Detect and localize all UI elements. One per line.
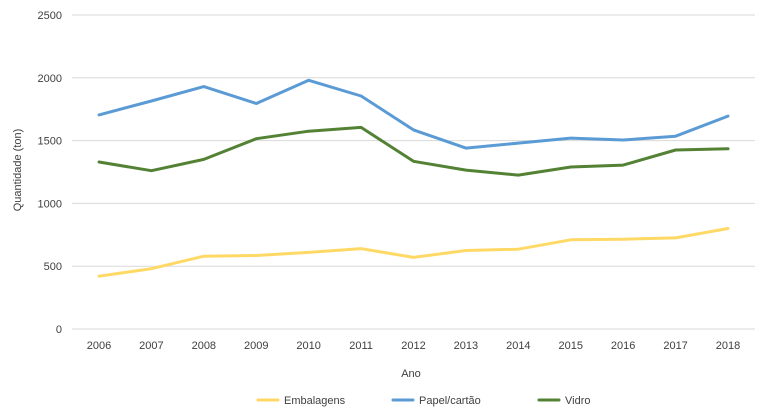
y-tick-label: 500 [44,261,62,273]
x-tick-label: 2015 [559,340,583,352]
x-tick-label: 2014 [506,340,530,352]
gridlines [72,14,755,330]
x-tick-label: 2007 [139,340,163,352]
x-tick-label: 2008 [192,340,216,352]
x-tick-label: 2010 [296,340,320,352]
legend-item: Embalagens [256,395,346,407]
series-line-embalagens [97,227,730,278]
legend-label: Vidro [565,395,590,407]
y-tick-label: 1000 [38,198,62,210]
y-tick-label: 0 [56,324,62,336]
legend-label: Papel/cartão [419,395,481,407]
y-tick-label: 1500 [38,136,62,148]
x-tick-label: 2009 [244,340,268,352]
y-axis-title: Quantidade (ton) [12,129,24,212]
series-lines [97,78,730,278]
legend: Embalagens Papel/cartão Vidro [256,395,590,407]
series-line-papel-cart-o [97,78,730,150]
x-tick-label: 2013 [454,340,478,352]
y-tick-label: 2500 [38,10,62,22]
x-axis-title: Ano [401,368,421,380]
x-tick-label: 2012 [401,340,425,352]
legend-label: Embalagens [284,395,346,407]
x-axis-tick-labels: 2006 2007 2008 2009 2010 2011 2012 2013 2014 2015… [87,340,740,352]
x-tick-label: 2016 [611,340,635,352]
legend-item: Vidro [537,395,590,407]
series-line-vidro [97,125,730,177]
x-tick-label: 2006 [87,340,111,352]
y-tick-label: 2000 [38,73,62,85]
x-tick-label: 2018 [716,340,740,352]
legend-item: Papel/cartão [391,395,481,407]
y-axis-tick-labels: 0 500 1000 1500 2000 2500 [38,10,62,336]
x-tick-label: 2017 [663,340,687,352]
x-tick-label: 2011 [349,340,373,352]
